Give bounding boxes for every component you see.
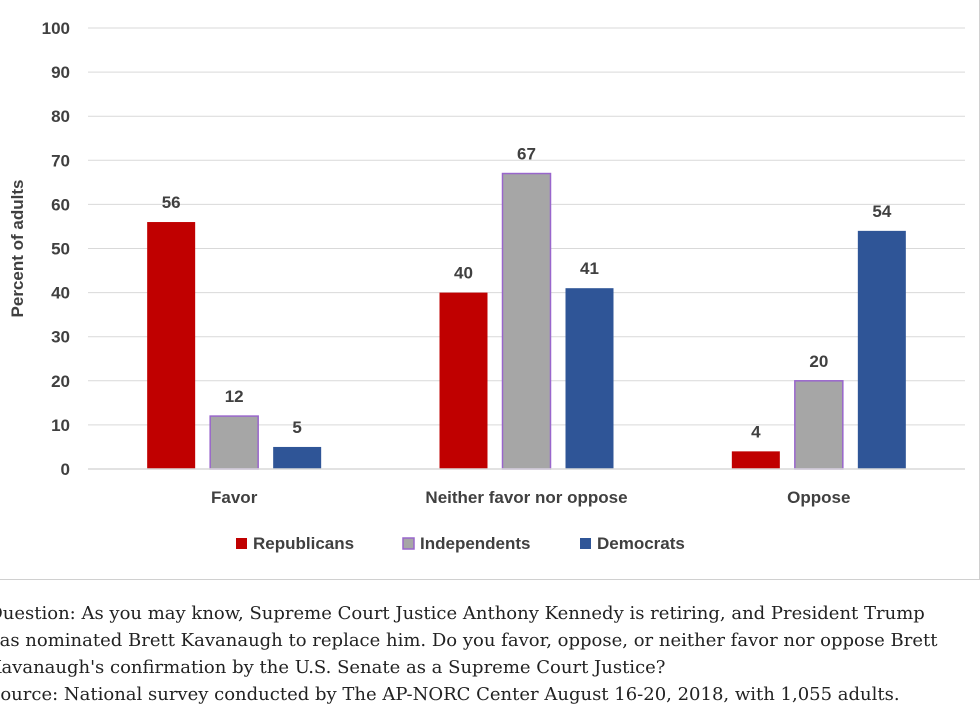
y-tick-label: 30 [51, 328, 70, 347]
y-tick-label: 90 [51, 63, 70, 82]
bar-independents [794, 380, 844, 470]
bar-republicans [731, 451, 780, 469]
y-tick-label: 100 [42, 19, 70, 38]
legend-swatch-republicans [236, 538, 247, 549]
bar-chart: 0 10 20 30 40 50 60 70 80 90 100 Percent of adults 5… [8, 19, 965, 553]
y-tick-label: 60 [51, 195, 70, 214]
bar-independents [501, 172, 552, 470]
data-label: 12 [225, 387, 244, 406]
category-label: Neither favor nor oppose [425, 488, 627, 507]
y-tick-label: 70 [51, 151, 70, 170]
bar-independents [209, 415, 259, 470]
data-label: 67 [517, 145, 536, 164]
chart-notes: Question: As you may know, Supreme Court… [0, 600, 980, 708]
y-tick-label: 50 [51, 240, 70, 259]
data-label: 54 [872, 202, 891, 221]
data-label: 41 [580, 259, 599, 278]
y-tick-label: 40 [51, 284, 70, 303]
data-label: 5 [292, 418, 301, 437]
data-label: 20 [809, 352, 828, 371]
data-label: 56 [162, 193, 181, 212]
question-line-3: Kavanaugh's confirmation by the U.S. Sen… [0, 657, 666, 678]
bar-democrats [273, 446, 322, 469]
chart-area: 0 10 20 30 40 50 60 70 80 90 100 Percent of adults 5… [0, 0, 980, 580]
y-tick-label: 20 [51, 372, 70, 391]
bar-republicans [439, 292, 488, 469]
category-label: Oppose [787, 488, 850, 507]
question-line-1: Question: As you may know, Supreme Court… [0, 603, 925, 624]
bar-republicans [147, 222, 196, 469]
legend-swatch-independents [402, 537, 415, 550]
bar-democrats [565, 288, 614, 469]
category-label: Favor [211, 488, 258, 507]
data-label: 40 [454, 264, 473, 283]
y-tick-label: 80 [51, 107, 70, 126]
y-axis-label: Percent of adults [8, 180, 27, 318]
bar-democrats [857, 230, 906, 469]
legend-swatch-democrats [580, 538, 591, 549]
y-tick-label: 0 [61, 460, 70, 479]
y-tick-label: 10 [51, 416, 70, 435]
question-line-2: has nominated Brett Kavanaugh to replace… [0, 630, 938, 651]
legend-label-republicans: Republicans [253, 534, 354, 553]
data-label: 4 [751, 422, 761, 441]
legend-label-independents: Independents [420, 534, 531, 553]
legend-label-democrats: Democrats [597, 534, 685, 553]
source-line: Source: National survey conducted by The… [0, 684, 900, 705]
